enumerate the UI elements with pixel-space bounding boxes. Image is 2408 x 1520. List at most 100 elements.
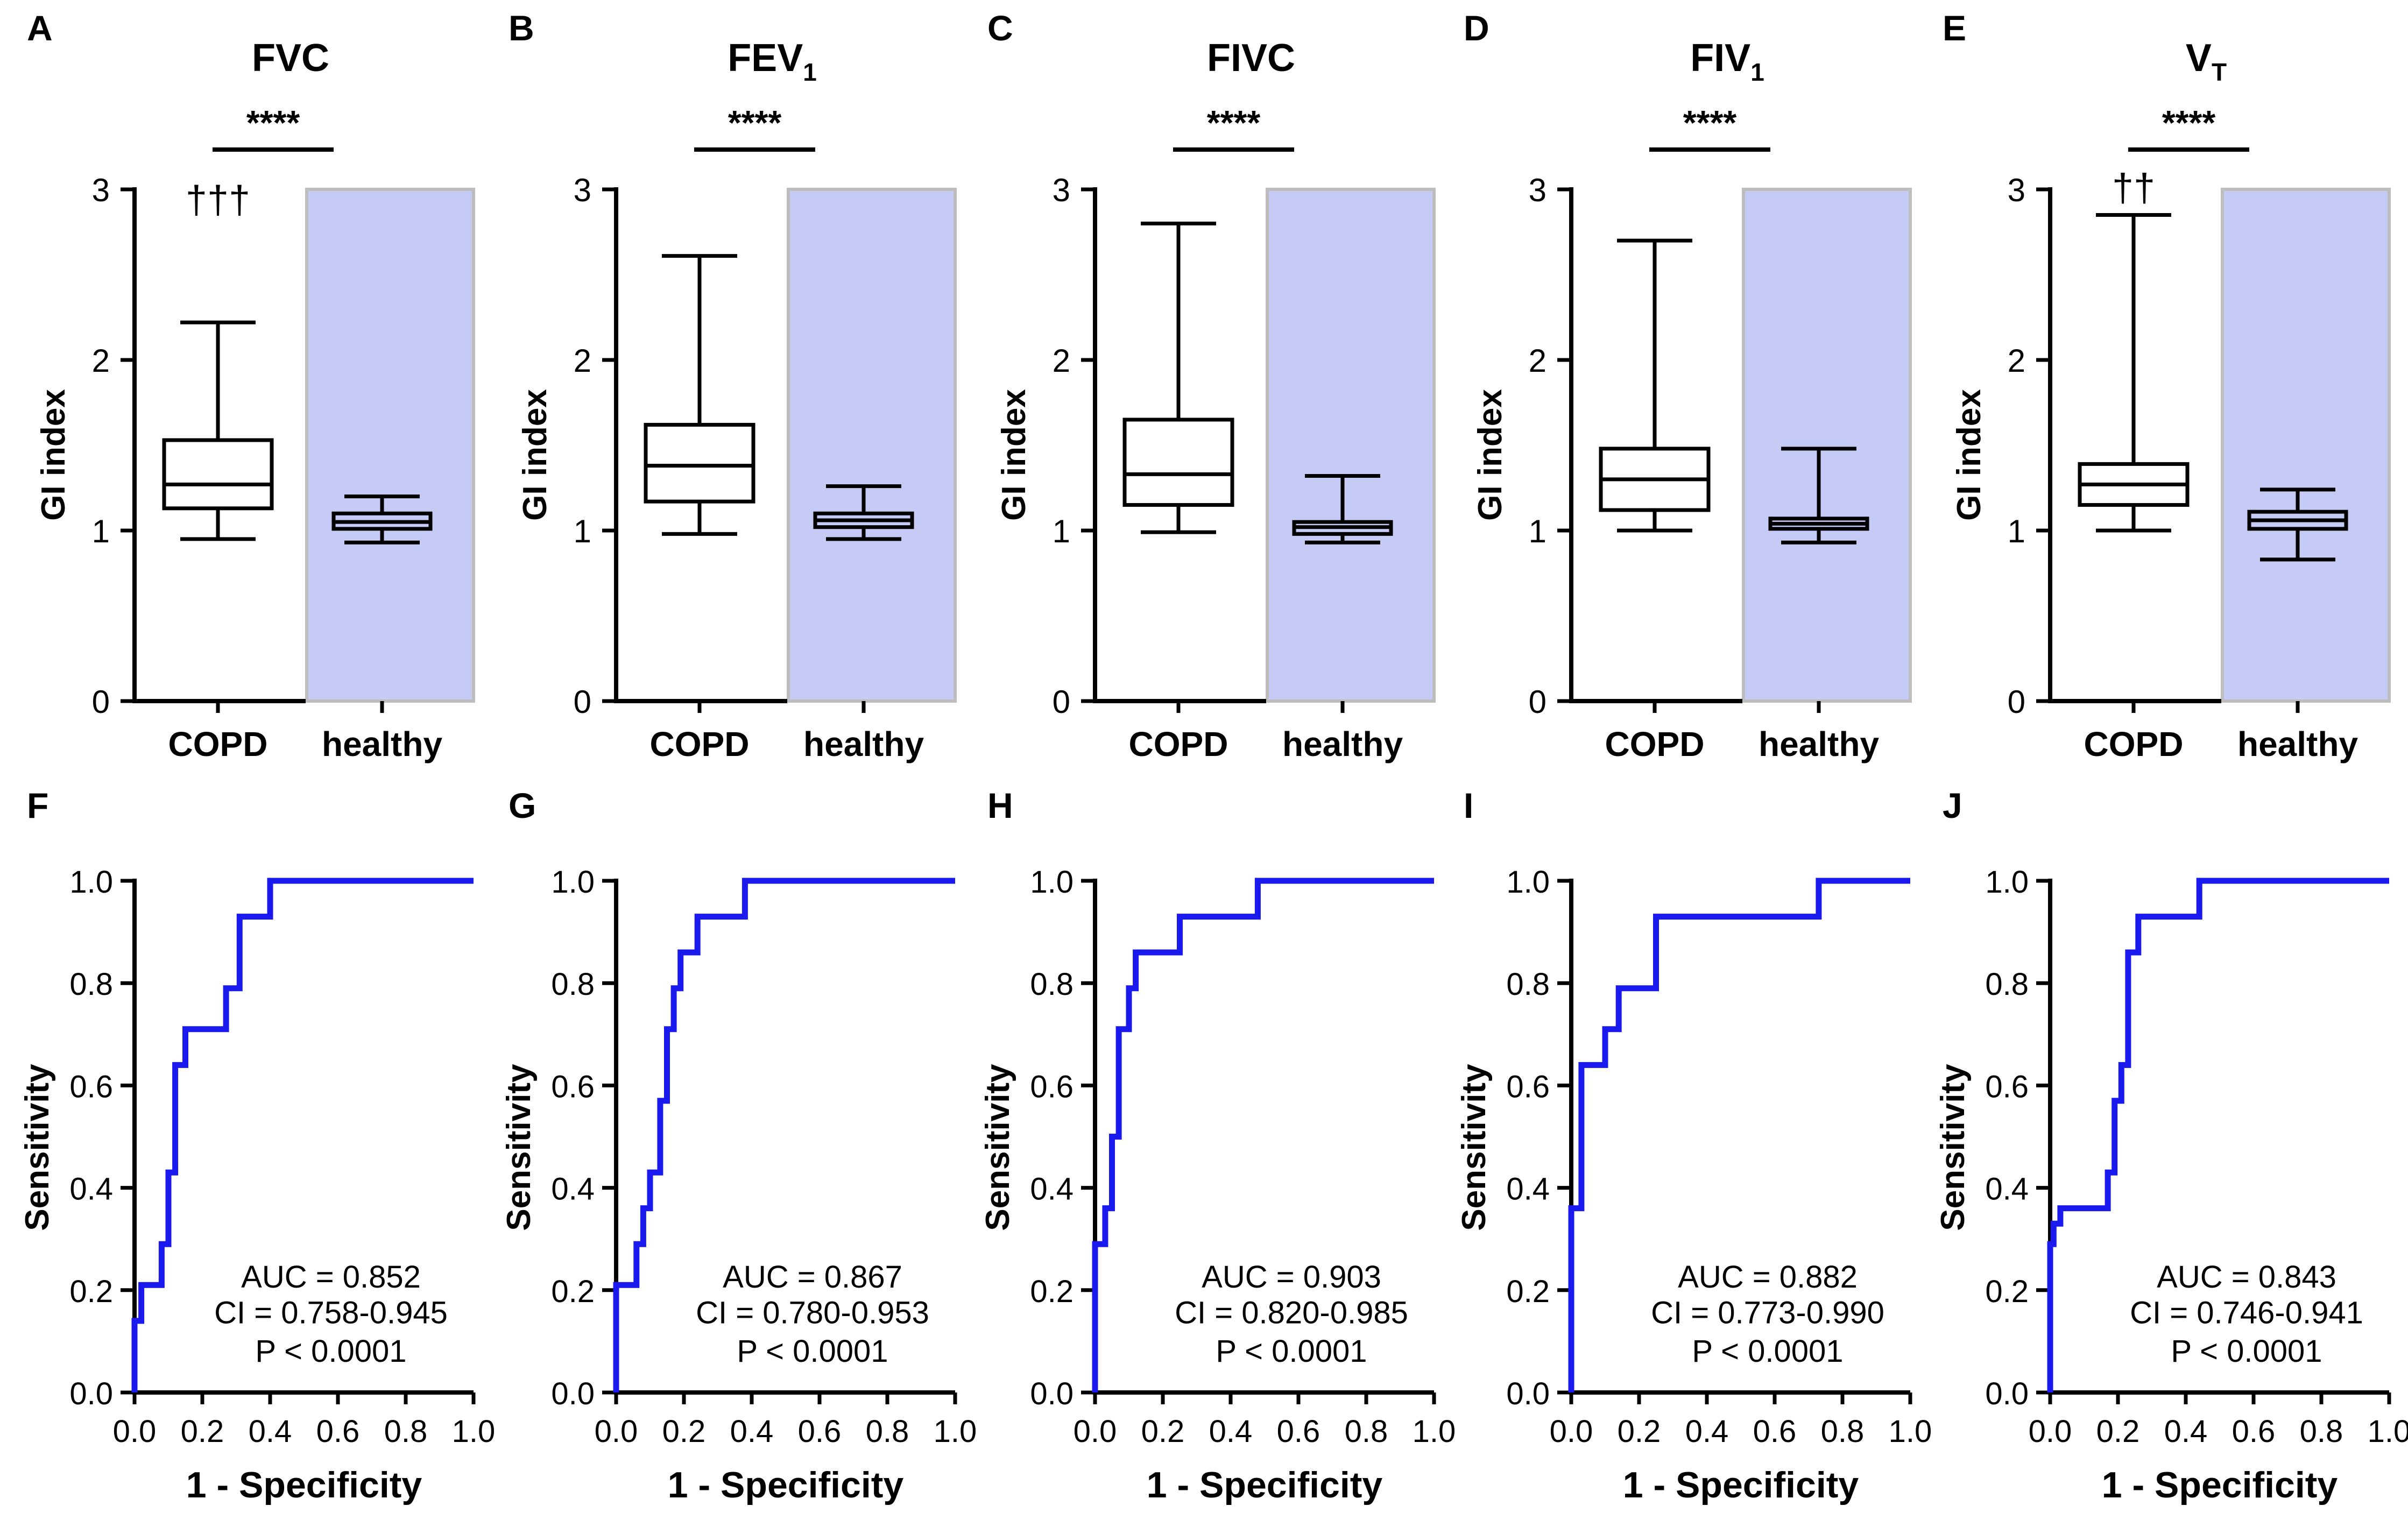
y-axis-label: Sensitivity xyxy=(1456,1064,1493,1231)
y-tick-label: 1 xyxy=(1529,513,1547,549)
y-tick-label: 0.2 xyxy=(551,1274,595,1309)
panel-label-e: E xyxy=(1943,8,1966,48)
y-axis-label: GI index xyxy=(1951,389,1988,521)
x-tick-label: 1.0 xyxy=(1889,1414,1932,1449)
y-tick-label: 0.6 xyxy=(1030,1069,1074,1104)
y-tick-label: 0.6 xyxy=(551,1069,595,1104)
p-value-text: P < 0.0001 xyxy=(1216,1334,1367,1369)
y-tick-label: 2 xyxy=(1053,343,1070,379)
p-value-text: P < 0.0001 xyxy=(2171,1334,2322,1369)
y-tick-label: 0.2 xyxy=(1985,1274,2029,1309)
x-tick-label: 0.0 xyxy=(2029,1414,2072,1449)
y-tick-label: 0.0 xyxy=(551,1376,595,1411)
auc-text: AUC = 0.903 xyxy=(1202,1260,1381,1295)
healthy-region xyxy=(1742,188,1912,703)
panel-label-d: D xyxy=(1464,8,1489,48)
y-tick-label: 1.0 xyxy=(551,865,595,900)
y-axis-label: GI index xyxy=(35,389,72,521)
x-tick-label: 1.0 xyxy=(934,1414,977,1449)
y-axis-label: Sensitivity xyxy=(19,1064,56,1231)
x-tick-label: COPD xyxy=(1129,725,1228,763)
x-tick-label: 0.6 xyxy=(316,1414,360,1449)
ci-text: CI = 0.773-0.990 xyxy=(1651,1296,1884,1331)
y-tick-label: 3 xyxy=(1053,172,1070,208)
healthy-region xyxy=(2221,188,2391,703)
y-tick-label: 0.0 xyxy=(69,1376,113,1411)
y-tick-label: 1 xyxy=(92,513,110,549)
y-tick-label: 0.2 xyxy=(1030,1274,1074,1309)
x-axis-label: 1 - Specificity xyxy=(1147,1465,1383,1505)
ci-text: CI = 0.746-0.941 xyxy=(2130,1296,2363,1331)
x-tick-label: 0.2 xyxy=(662,1414,706,1449)
y-tick-label: 0.0 xyxy=(1985,1376,2029,1411)
box-iqr xyxy=(1122,418,1234,507)
y-tick-label: 0.6 xyxy=(69,1069,113,1104)
x-tick-label: 1.0 xyxy=(1413,1414,1456,1449)
y-tick-label: 0.4 xyxy=(69,1172,113,1207)
y-tick-label: 0 xyxy=(2008,684,2025,720)
x-tick-label: 0.2 xyxy=(1141,1414,1185,1449)
y-axis-label: GI index xyxy=(1472,389,1509,521)
y-axis-label: Sensitivity xyxy=(1934,1064,1972,1231)
x-tick-label: 0.0 xyxy=(1074,1414,1117,1449)
x-tick-label: healthy xyxy=(322,725,442,763)
auc-text: AUC = 0.882 xyxy=(1678,1260,1858,1295)
x-tick-label: 0.4 xyxy=(730,1414,774,1449)
x-tick-label: 0.2 xyxy=(2096,1414,2140,1449)
y-tick-label: 3 xyxy=(1529,172,1547,208)
p-value-text: P < 0.0001 xyxy=(1692,1334,1843,1369)
y-tick-label: 0.8 xyxy=(1506,967,1550,1002)
auc-text: AUC = 0.852 xyxy=(241,1260,421,1295)
y-tick-label: 0 xyxy=(574,684,591,720)
y-tick-label: 2 xyxy=(92,343,110,379)
y-tick-label: 3 xyxy=(574,172,591,208)
significance-stars: **** xyxy=(728,103,782,142)
panel-title: VT xyxy=(2186,37,2227,86)
y-tick-label: 2 xyxy=(1529,343,1547,379)
ci-text: CI = 0.780-0.953 xyxy=(696,1296,929,1331)
y-tick-label: 1 xyxy=(2008,513,2025,549)
y-tick-label: 2 xyxy=(574,343,591,379)
x-axis-label: 1 - Specificity xyxy=(186,1465,422,1505)
box-iqr xyxy=(162,438,274,511)
x-tick-label: 0.4 xyxy=(1209,1414,1253,1449)
y-tick-label: 0.4 xyxy=(1506,1172,1550,1207)
dagger-annotation: †† xyxy=(2112,167,2155,210)
x-tick-label: 0.4 xyxy=(2164,1414,2208,1449)
x-tick-label: healthy xyxy=(803,725,924,763)
roc-curve xyxy=(1092,878,1434,1392)
x-tick-label: 0.4 xyxy=(249,1414,292,1449)
y-tick-label: 1.0 xyxy=(1030,865,1074,900)
y-tick-label: 0.6 xyxy=(1506,1069,1550,1104)
y-tick-label: 0.2 xyxy=(1506,1274,1550,1309)
y-tick-label: 0 xyxy=(1529,684,1547,720)
roc-curve xyxy=(1568,878,1910,1392)
y-tick-label: 1 xyxy=(574,513,591,549)
roc-curve xyxy=(2047,878,2389,1392)
x-tick-label: 0.0 xyxy=(1550,1414,1593,1449)
x-tick-label: 0.6 xyxy=(798,1414,842,1449)
ci-text: CI = 0.820-0.985 xyxy=(1175,1296,1408,1331)
x-tick-label: COPD xyxy=(650,725,750,763)
y-tick-label: 0.4 xyxy=(1030,1172,1074,1207)
x-tick-label: COPD xyxy=(2084,725,2184,763)
x-tick-label: COPD xyxy=(168,725,268,763)
y-tick-label: 0.8 xyxy=(1985,967,2029,1002)
healthy-region xyxy=(787,188,957,703)
x-axis-label: 1 - Specificity xyxy=(668,1465,904,1505)
panel-label-h: H xyxy=(987,786,1013,825)
y-axis-label: GI index xyxy=(995,389,1033,521)
x-tick-label: 0.2 xyxy=(1618,1414,1661,1449)
healthy-region xyxy=(1266,188,1436,703)
x-tick-label: 0.6 xyxy=(1277,1414,1320,1449)
y-tick-label: 1.0 xyxy=(69,865,113,900)
x-tick-label: 1.0 xyxy=(2368,1414,2408,1449)
p-value-text: P < 0.0001 xyxy=(255,1334,406,1369)
x-tick-label: healthy xyxy=(1759,725,1879,763)
x-tick-label: healthy xyxy=(1282,725,1403,763)
y-tick-label: 0.0 xyxy=(1030,1376,1074,1411)
x-tick-label: 0.0 xyxy=(113,1414,157,1449)
y-axis-label: Sensitivity xyxy=(500,1064,538,1231)
x-tick-label: 0.8 xyxy=(2300,1414,2343,1449)
y-tick-label: 0.8 xyxy=(1030,967,1074,1002)
